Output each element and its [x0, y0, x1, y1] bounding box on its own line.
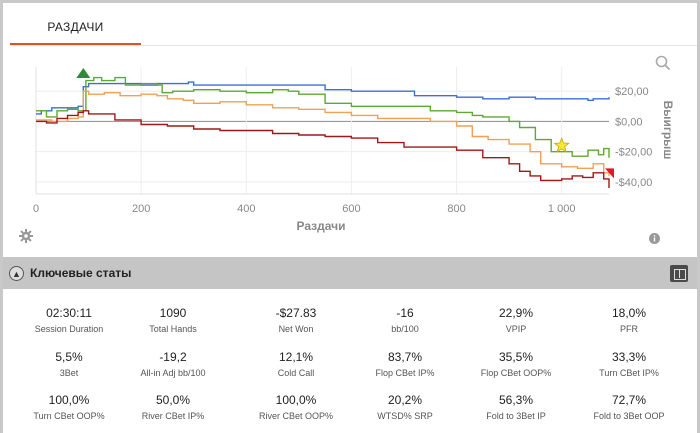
- stat-label: Flop CBet OOP%: [480, 368, 552, 378]
- stats-header: ▲ Ключевые статы: [3, 257, 697, 289]
- stat-cell: 72,7% Fold to 3Bet OOP: [574, 392, 684, 422]
- min-triangle-marker: [605, 168, 614, 179]
- stat-cell: 12,1% Cold Call: [241, 349, 351, 379]
- x-tick-label: 0: [33, 203, 39, 215]
- stat-label: WTSD% SRP: [377, 411, 433, 421]
- stat-label: VPIP: [505, 324, 527, 334]
- stat-label: Fold to 3Bet OOP: [593, 411, 665, 421]
- stat-cell: 20,2% WTSD% SRP: [350, 392, 460, 422]
- window-left-border: [0, 0, 3, 433]
- stat-value: 72,7%: [611, 393, 647, 407]
- stat-value: -19,2: [159, 350, 187, 364]
- stat-label: Cold Call: [277, 368, 315, 378]
- stat-cell: 100,0% River CBet OOP%: [241, 392, 351, 422]
- y-tick-label: $0,00: [615, 116, 643, 128]
- x-axis-title: Раздачи: [297, 219, 346, 233]
- stat-cell: -16 bb/100: [350, 305, 460, 335]
- stat-value: 5,5%: [55, 350, 83, 364]
- stat-cell: 22,9% VPIP: [461, 305, 571, 335]
- stat-value: 100,0%: [275, 393, 317, 407]
- tab-hands[interactable]: РАЗДАЧИ: [10, 11, 141, 46]
- gear-icon[interactable]: [19, 229, 33, 248]
- stats-title: Ключевые статы: [30, 266, 132, 280]
- x-tick-label: 200: [132, 203, 150, 215]
- stat-cell: 100,0% Turn CBet OOP%: [14, 392, 124, 422]
- stat-cell: 56,3% Fold to 3Bet IP: [461, 392, 571, 422]
- stat-value: -16: [396, 306, 414, 320]
- stat-value: 02:30:11: [46, 306, 92, 320]
- window-right-border: [697, 0, 700, 433]
- window-top-border: [0, 0, 700, 3]
- collapse-icon[interactable]: ▲: [9, 266, 24, 281]
- stat-cell: 02:30:11 Session Duration: [14, 305, 124, 335]
- star-marker: [553, 136, 570, 153]
- max-triangle-marker: [76, 68, 91, 79]
- y-tick-label: -$20,00: [615, 147, 652, 159]
- x-tick-label: 800: [447, 203, 465, 215]
- stat-cell: -$27.83 Net Won: [241, 305, 351, 335]
- series-line-non-showdown: [36, 110, 610, 188]
- stat-label: Fold to 3Bet IP: [486, 411, 546, 421]
- stat-cell: 35,5% Flop CBet OOP%: [461, 349, 571, 379]
- stat-label: Session Duration: [34, 324, 104, 334]
- chart-series: [36, 76, 610, 188]
- x-tick-label: 400: [237, 203, 255, 215]
- series-line-showdown: [36, 90, 610, 176]
- stat-value: -$27.83: [275, 306, 317, 320]
- stat-value: 33,3%: [611, 350, 647, 364]
- stats-grid: 02:30:11 Session Duration 1090 Total Hands -…: [3, 289, 697, 433]
- stat-cell: 33,3% Turn CBet IP%: [574, 349, 684, 379]
- stat-value: 83,7%: [387, 350, 423, 364]
- stat-value: 50,0%: [155, 393, 191, 407]
- stat-label: Total Hands: [149, 324, 197, 334]
- stat-label: Flop CBet IP%: [375, 368, 435, 378]
- x-axis-ticks: 0 200 400 600 800 1 000: [33, 203, 576, 215]
- info-icon[interactable]: [649, 231, 660, 249]
- zoom-icon[interactable]: [655, 55, 671, 76]
- stat-label: Turn CBet IP%: [599, 368, 659, 378]
- stat-label: 3Bet: [59, 368, 79, 378]
- stat-value: 100,0%: [48, 393, 90, 407]
- y-tick-label: $20,00: [615, 86, 649, 98]
- stat-cell: 1090 Total Hands: [118, 305, 228, 335]
- x-tick-label: 600: [342, 203, 360, 215]
- stat-value: 35,5%: [498, 350, 534, 364]
- y-axis-ticks: $20,00 $0,00 -$20,00 -$40,00: [615, 86, 652, 189]
- chart-markers: [76, 68, 614, 179]
- stat-label: PFR: [620, 324, 638, 334]
- stat-label: Turn CBet OOP%: [33, 411, 105, 421]
- stat-value: 56,3%: [498, 393, 534, 407]
- stat-value: 22,9%: [498, 306, 534, 320]
- stat-value: 1090: [159, 306, 187, 320]
- stat-value: 12,1%: [278, 350, 314, 364]
- stat-cell: 18,0% PFR: [574, 305, 684, 335]
- stat-label: bb/100: [391, 324, 419, 334]
- stat-value: 20,2%: [387, 393, 423, 407]
- chart-grid: [35, 67, 609, 195]
- stat-cell: -19,2 All-in Adj bb/100: [118, 349, 228, 379]
- winnings-chart: 0 200 400 600 800 1 000 $20,00 $0,00 -$20,00 -$4…: [33, 67, 675, 233]
- stat-label: River CBet IP%: [141, 411, 205, 421]
- tab-divider: [10, 45, 697, 46]
- y-tick-label: -$40,00: [615, 177, 652, 189]
- series-line-net-won: [36, 76, 610, 158]
- layout-toggle-icon[interactable]: [670, 265, 688, 282]
- stat-cell: 83,7% Flop CBet IP%: [350, 349, 460, 379]
- stat-value: 18,0%: [611, 306, 647, 320]
- stat-label: River CBet OOP%: [258, 411, 334, 421]
- chart-panel: РАЗДАЧИ 0 200 400 600 800 1 000 $20,00 $0,00 -$…: [3, 3, 697, 257]
- x-tick-label: 1 000: [548, 203, 576, 215]
- stat-label: Net Won: [278, 324, 314, 334]
- y-axis-title: Выигрыш: [661, 101, 675, 160]
- stat-cell: 5,5% 3Bet: [14, 349, 124, 379]
- stat-label: All-in Adj bb/100: [140, 368, 206, 378]
- stat-cell: 50,0% River CBet IP%: [118, 392, 228, 422]
